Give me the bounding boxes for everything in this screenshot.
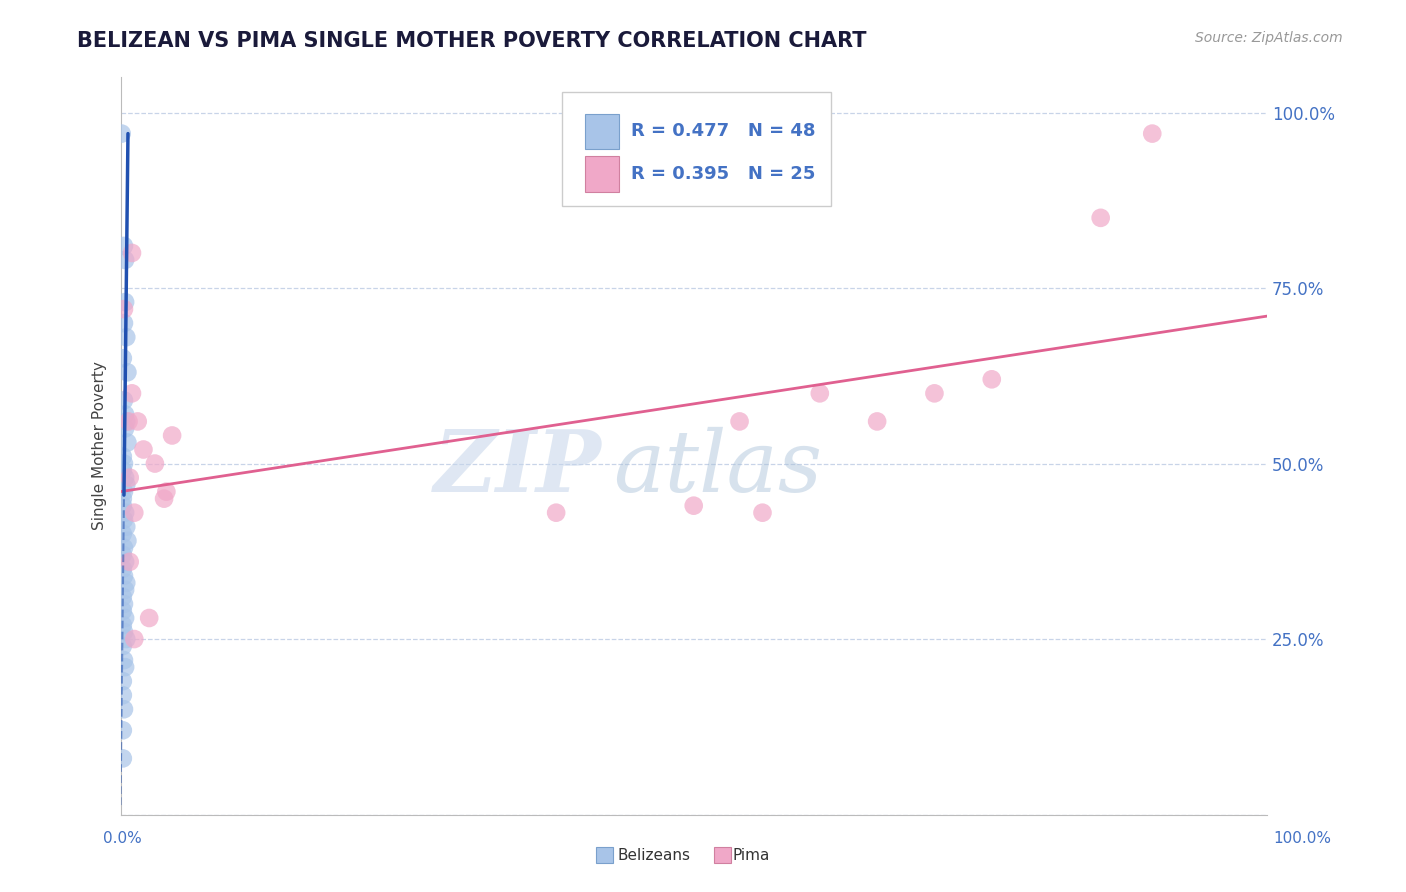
Point [112, 457, 135, 471]
Point [112, 239, 135, 253]
Y-axis label: Single Mother Poverty: Single Mother Poverty [93, 361, 107, 531]
Point [111, 464, 134, 478]
Point [112, 541, 135, 555]
FancyBboxPatch shape [562, 92, 831, 206]
Point [143, 457, 166, 471]
Point [111, 499, 134, 513]
Point [117, 365, 139, 379]
Point [124, 632, 146, 646]
Point [115, 520, 138, 534]
Point [546, 506, 568, 520]
Point [114, 295, 136, 310]
Point [111, 562, 134, 576]
Point [111, 639, 134, 653]
Point [111, 491, 134, 506]
Point [111, 751, 134, 765]
Text: 100.0%: 100.0% [1274, 831, 1331, 846]
Point [111, 723, 134, 738]
Point [111, 618, 134, 632]
Text: 0.0%: 0.0% [103, 831, 142, 846]
Point [866, 414, 889, 428]
Point [924, 386, 946, 401]
Point [114, 506, 136, 520]
Point [112, 393, 135, 408]
Point [111, 127, 134, 141]
Text: BELIZEAN VS PIMA SINGLE MOTHER POVERTY CORRELATION CHART: BELIZEAN VS PIMA SINGLE MOTHER POVERTY C… [77, 31, 868, 51]
Point [117, 435, 139, 450]
Point [117, 414, 139, 428]
Point [114, 611, 136, 625]
Text: ZIP: ZIP [434, 426, 602, 510]
Point [1090, 211, 1112, 225]
Point [112, 513, 135, 527]
Point [114, 470, 136, 484]
Point [111, 548, 134, 562]
Text: Belizeans: Belizeans [617, 848, 690, 863]
Point [121, 386, 143, 401]
Text: atlas: atlas [613, 426, 823, 509]
Bar [585, 113, 619, 149]
Point [114, 421, 136, 435]
Point [112, 302, 135, 317]
Point [112, 597, 135, 611]
Point [112, 625, 135, 640]
Point [153, 491, 176, 506]
Point [114, 660, 136, 674]
Point [118, 470, 141, 484]
Point [138, 611, 160, 625]
Point [115, 477, 138, 491]
Point [115, 632, 138, 646]
Point [155, 484, 177, 499]
Point [127, 414, 149, 428]
Point [124, 506, 146, 520]
Point [117, 533, 139, 548]
Point [115, 575, 138, 590]
Point [115, 414, 138, 428]
Point [111, 590, 134, 604]
Point [112, 569, 135, 583]
Point [980, 372, 1002, 386]
Text: R = 0.477   N = 48: R = 0.477 N = 48 [631, 122, 815, 140]
Point [111, 688, 134, 702]
Point [111, 450, 134, 464]
Text: Source: ZipAtlas.com: Source: ZipAtlas.com [1195, 31, 1343, 45]
Point [111, 351, 134, 366]
Point [111, 526, 134, 541]
Point [682, 499, 704, 513]
Point [114, 555, 136, 569]
Point [112, 702, 135, 716]
Point [160, 428, 183, 442]
Point [115, 330, 138, 344]
Point [132, 442, 155, 457]
Point [112, 484, 135, 499]
Point [112, 316, 135, 330]
Point [808, 386, 831, 401]
Point [728, 414, 751, 428]
Point [114, 582, 136, 597]
Text: R = 0.395   N = 25: R = 0.395 N = 25 [631, 165, 815, 183]
Point [1142, 127, 1164, 141]
Bar [585, 156, 619, 192]
Point [114, 408, 136, 422]
Point [112, 653, 135, 667]
Point [111, 674, 134, 689]
Point [118, 555, 141, 569]
Point [121, 246, 143, 260]
Point [114, 252, 136, 267]
Text: Pima: Pima [733, 848, 770, 863]
Point [751, 506, 773, 520]
Point [111, 604, 134, 618]
